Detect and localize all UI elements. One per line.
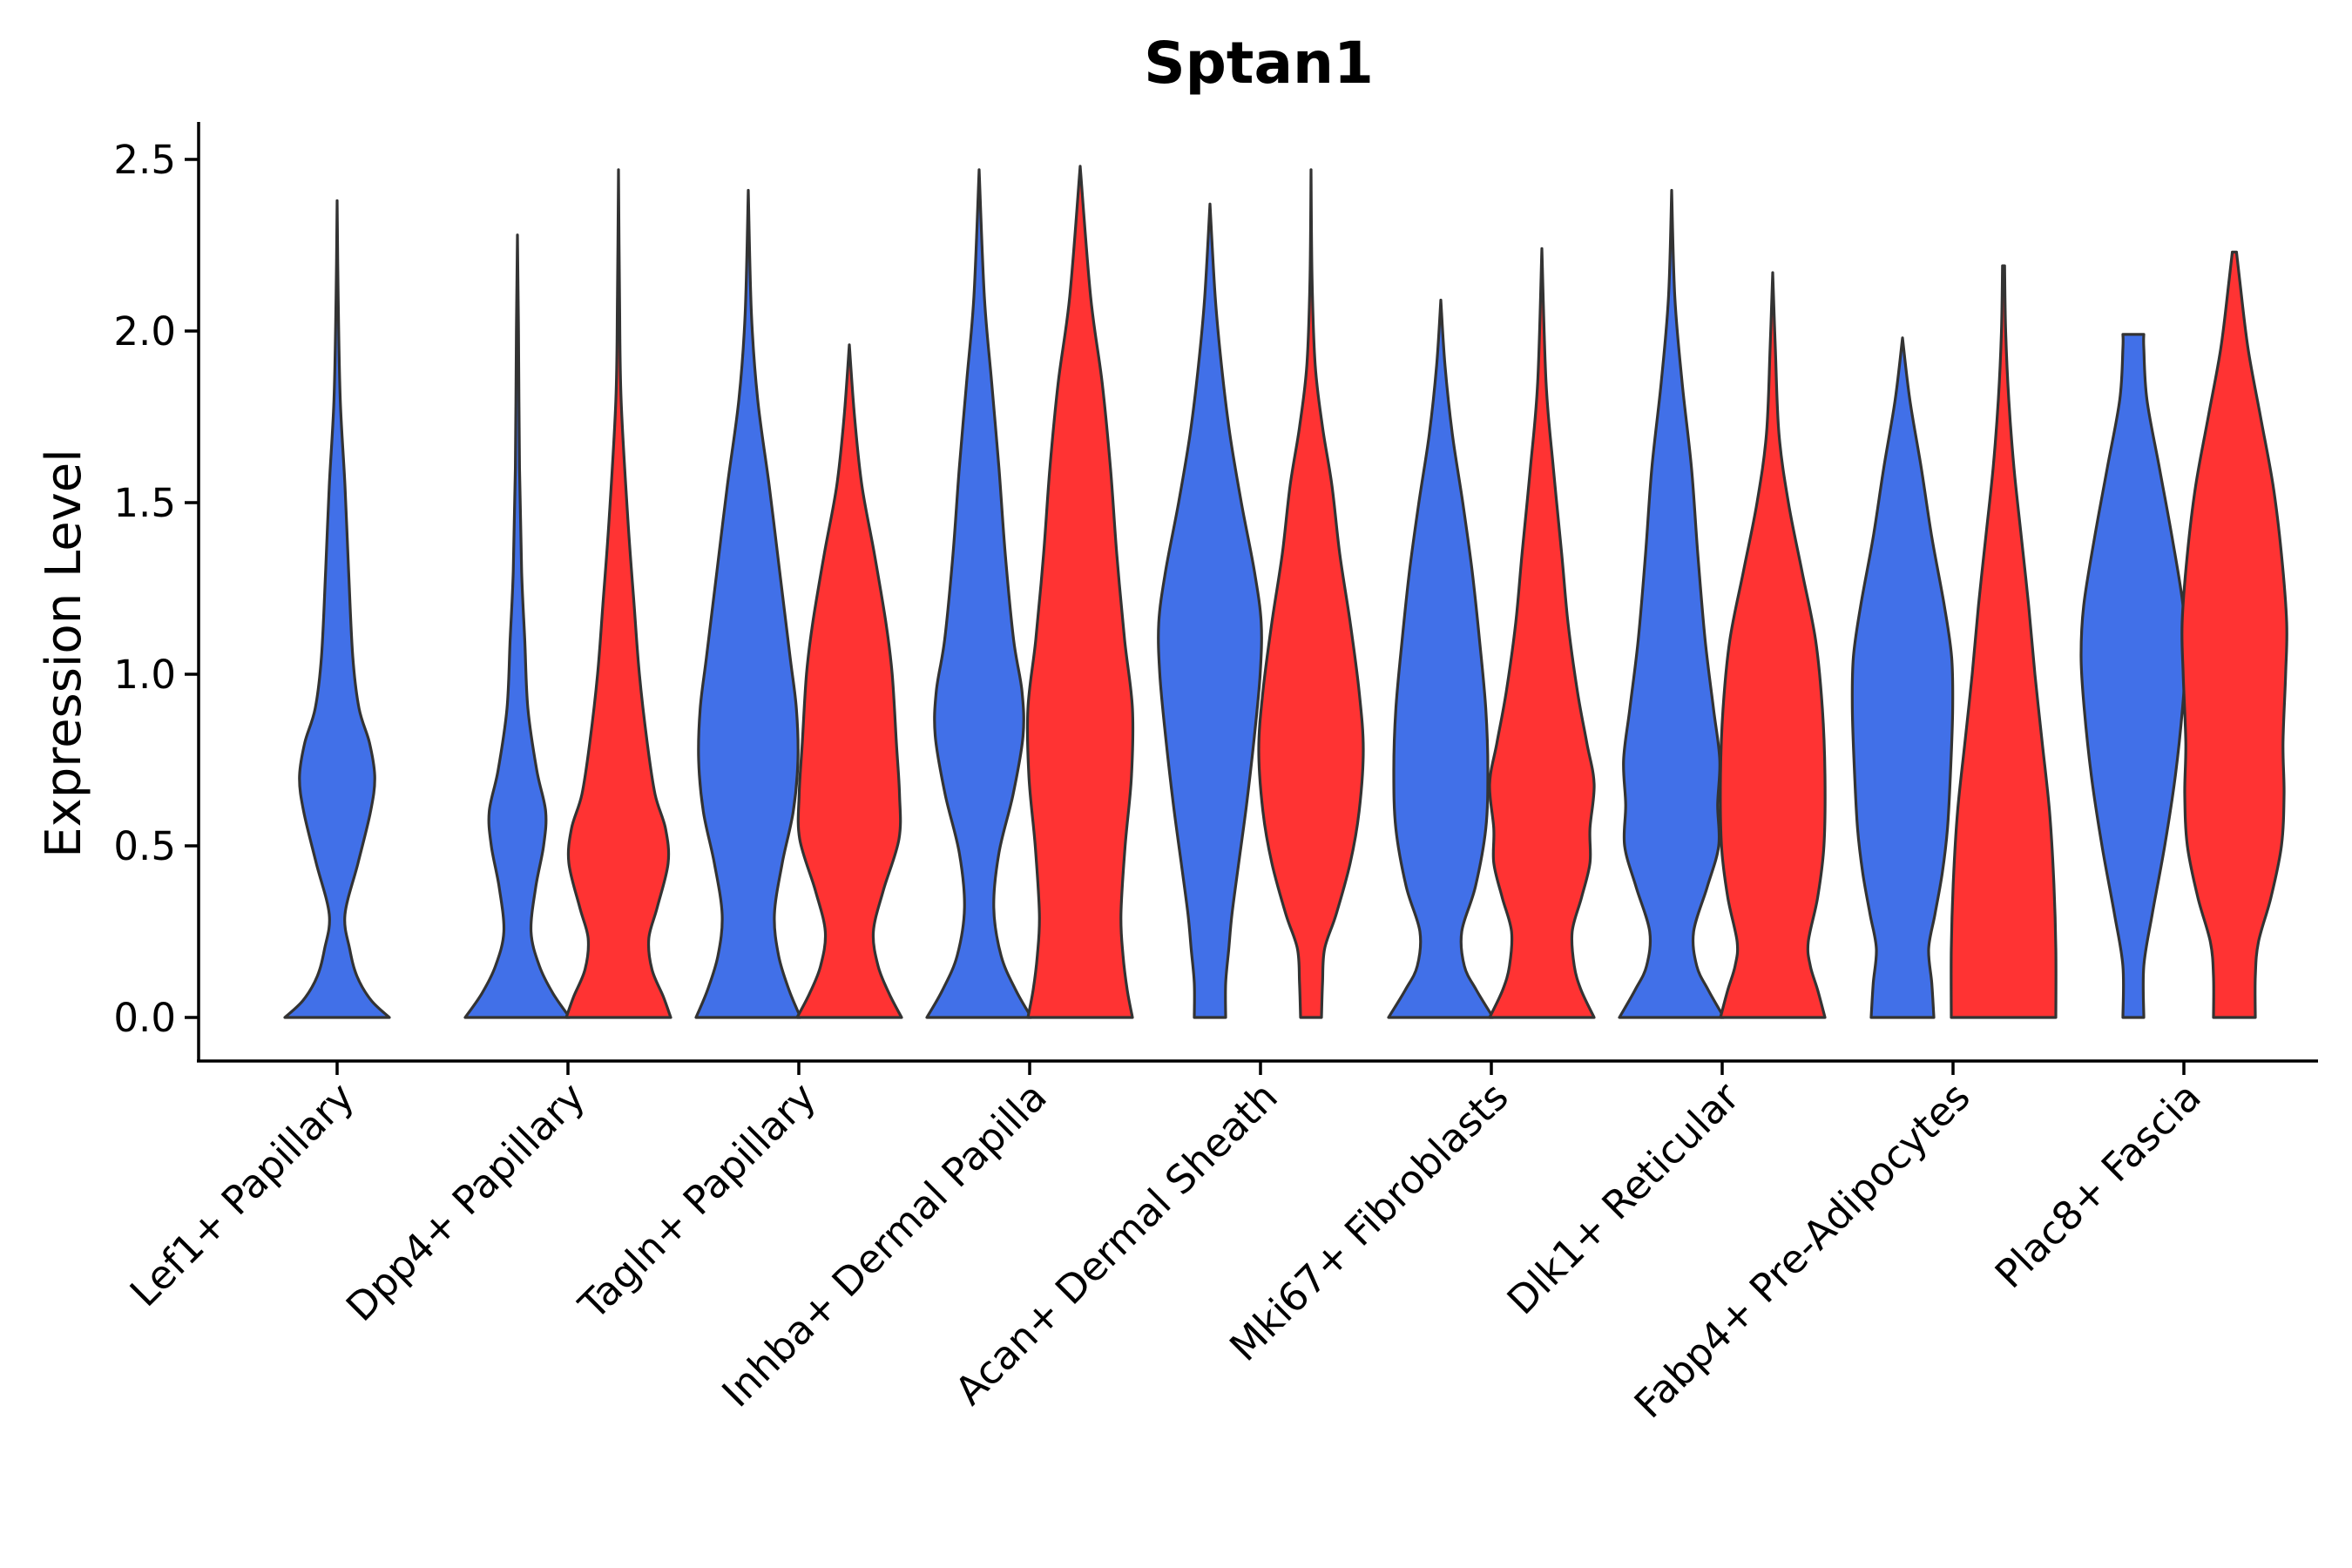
y-ticks: 0.0 0.5 1.0 1.5 2.0 2.5 bbox=[113, 137, 199, 1041]
violin-2-tagln-papillary bbox=[795, 343, 903, 1019]
axes bbox=[197, 122, 2318, 1063]
violin-2-fabp4-pre-adipocytes bbox=[1950, 264, 2058, 1019]
y-tick-label: 0.5 bbox=[113, 823, 176, 869]
violin-1-tagln-papillary bbox=[694, 188, 802, 1019]
x-tick-label: Dlk1+ Reticular bbox=[1498, 1073, 1748, 1323]
x-tick-label: Plac8+ Fascia bbox=[1986, 1073, 2210, 1297]
y-tick-label: 0.0 bbox=[113, 995, 176, 1041]
violin-2-acan-dermal-sheath bbox=[1257, 168, 1365, 1019]
x-tick-label: Tagln+ Papillary bbox=[570, 1073, 825, 1328]
violin-1-fabp4-pre-adipocytes bbox=[1850, 336, 1955, 1019]
y-tick-label: 1.0 bbox=[113, 652, 176, 698]
x-tick-label: Dpp4+ Papillary bbox=[337, 1073, 594, 1330]
violin-2-inhba-dermal-papilla bbox=[1025, 165, 1135, 1019]
y-tick-label: 1.5 bbox=[113, 480, 176, 526]
violin-1-inhba-dermal-papilla bbox=[925, 168, 1033, 1019]
violins-layer bbox=[283, 165, 2288, 1019]
violin-2-plac8-fascia bbox=[2180, 250, 2288, 1019]
violin-2-dlk1-reticular bbox=[1719, 271, 1827, 1019]
violin-2-dpp4-papillary bbox=[564, 168, 672, 1019]
violin-1-mki67-fibroblasts bbox=[1387, 298, 1495, 1019]
y-tick-label: 2.5 bbox=[113, 137, 176, 183]
violin-1-acan-dermal-sheath bbox=[1157, 202, 1263, 1019]
violin-2-mki67-fibroblasts bbox=[1488, 247, 1596, 1019]
violin-1-lef1-papillary bbox=[283, 199, 391, 1019]
x-tick-label: Lef1+ Papillary bbox=[121, 1073, 363, 1315]
violin-1-dpp4-papillary bbox=[463, 233, 571, 1019]
violin-1-plac8-fascia bbox=[2079, 333, 2187, 1019]
violin-1-dlk1-reticular bbox=[1618, 188, 1726, 1019]
y-axis-label: Expression Level bbox=[36, 449, 92, 858]
chart-title: Sptan1 bbox=[1144, 30, 1374, 97]
y-tick-label: 2.0 bbox=[113, 308, 176, 355]
